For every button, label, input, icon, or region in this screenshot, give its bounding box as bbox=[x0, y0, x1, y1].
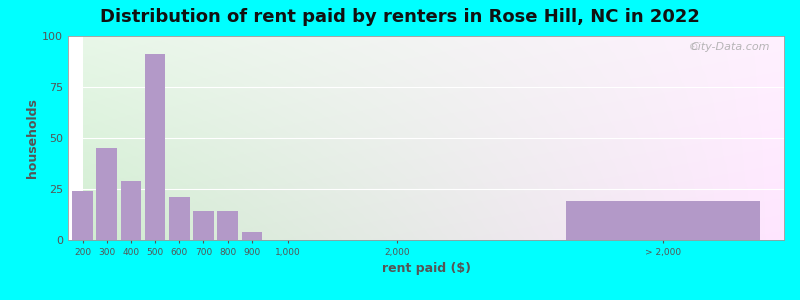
Bar bbox=[169, 197, 190, 240]
Bar bbox=[97, 148, 117, 240]
Text: Distribution of rent paid by renters in Rose Hill, NC in 2022: Distribution of rent paid by renters in … bbox=[100, 8, 700, 26]
Y-axis label: households: households bbox=[26, 98, 39, 178]
Text: City-Data.com: City-Data.com bbox=[690, 42, 770, 52]
Bar bbox=[566, 201, 760, 240]
Text: ⊙: ⊙ bbox=[689, 42, 698, 52]
X-axis label: rent paid ($): rent paid ($) bbox=[382, 262, 470, 275]
Bar bbox=[121, 181, 141, 240]
Bar bbox=[218, 212, 238, 240]
Bar bbox=[145, 54, 166, 240]
Bar bbox=[242, 232, 262, 240]
Bar bbox=[193, 212, 214, 240]
Bar bbox=[72, 191, 93, 240]
